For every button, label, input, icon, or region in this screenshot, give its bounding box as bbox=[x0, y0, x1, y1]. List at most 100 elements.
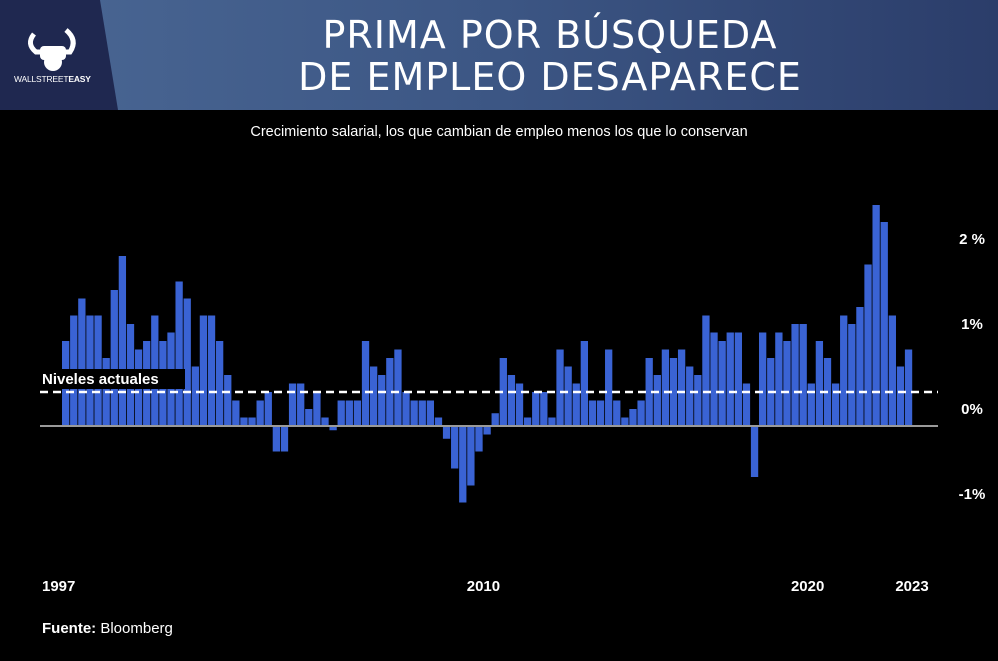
bar bbox=[329, 426, 337, 431]
bar bbox=[78, 298, 86, 426]
bar bbox=[540, 392, 548, 426]
bar bbox=[467, 426, 475, 486]
bar bbox=[264, 392, 272, 426]
bar bbox=[240, 417, 248, 426]
bar bbox=[272, 426, 281, 452]
bar bbox=[345, 400, 353, 426]
bar bbox=[410, 400, 418, 426]
bar bbox=[313, 392, 321, 426]
bar bbox=[199, 315, 208, 426]
bar bbox=[702, 315, 710, 426]
bar bbox=[831, 383, 840, 426]
logo-panel: WALLSTREETEASY bbox=[0, 0, 118, 110]
bar bbox=[775, 332, 783, 426]
source-note: Fuente: Bloomberg bbox=[42, 620, 173, 637]
bar bbox=[224, 375, 232, 426]
x-tick-label: 2023 bbox=[895, 578, 928, 595]
bar bbox=[499, 358, 507, 426]
bar bbox=[686, 366, 694, 426]
bar bbox=[232, 400, 240, 426]
bar bbox=[191, 366, 199, 426]
bar bbox=[523, 417, 532, 426]
chart-subtitle: Crecimiento salarial, los que cambian de… bbox=[250, 124, 748, 140]
logo-text: WALLSTREETEASY bbox=[14, 74, 91, 84]
bar bbox=[742, 383, 751, 426]
bar bbox=[369, 366, 378, 426]
bar bbox=[864, 264, 872, 426]
bar bbox=[353, 400, 362, 426]
bar bbox=[507, 375, 516, 426]
bar bbox=[653, 375, 661, 426]
bar bbox=[110, 290, 118, 426]
bar bbox=[515, 383, 524, 426]
x-tick-label: 1997 bbox=[42, 578, 75, 595]
bar bbox=[402, 392, 410, 426]
bar bbox=[248, 417, 256, 426]
bar bbox=[442, 426, 451, 439]
bar bbox=[888, 315, 896, 426]
bar bbox=[661, 349, 670, 426]
bar bbox=[305, 409, 313, 426]
y-tick-label: -1% bbox=[959, 486, 986, 503]
bar bbox=[256, 400, 264, 426]
bar bbox=[856, 307, 864, 426]
reference-line-label: Niveles actuales bbox=[42, 371, 159, 388]
bar bbox=[677, 349, 686, 426]
page-title: PRIMA POR BÚSQUEDA DE EMPLEO DESAPARECE bbox=[298, 13, 802, 99]
bar bbox=[491, 413, 499, 426]
bar bbox=[321, 417, 329, 426]
bar bbox=[580, 341, 588, 426]
bar bbox=[718, 341, 726, 426]
bar bbox=[799, 324, 807, 426]
bar bbox=[840, 315, 848, 426]
bar bbox=[426, 400, 435, 426]
bar bbox=[483, 426, 491, 435]
bar bbox=[386, 358, 394, 426]
bar bbox=[645, 358, 653, 426]
bar bbox=[807, 383, 815, 426]
bar bbox=[791, 324, 799, 426]
bar bbox=[451, 426, 459, 469]
bar bbox=[694, 375, 702, 426]
bar bbox=[297, 383, 305, 426]
bar bbox=[759, 332, 767, 426]
bar bbox=[118, 256, 127, 426]
bar bbox=[872, 205, 880, 426]
bar bbox=[783, 341, 791, 426]
bar bbox=[613, 400, 621, 426]
bar bbox=[434, 417, 443, 426]
bar bbox=[637, 400, 645, 426]
bar bbox=[183, 298, 191, 426]
bar bbox=[288, 383, 297, 426]
bar bbox=[215, 341, 224, 426]
bar bbox=[175, 281, 183, 426]
bar bbox=[207, 315, 216, 426]
bar bbox=[475, 426, 483, 452]
bar bbox=[532, 392, 540, 426]
bar bbox=[734, 332, 742, 426]
bar bbox=[621, 417, 629, 426]
x-tick-label: 2010 bbox=[467, 578, 500, 595]
bar bbox=[548, 417, 556, 426]
y-tick-label: 2 % bbox=[959, 231, 985, 248]
bar bbox=[459, 426, 467, 503]
bar bbox=[815, 341, 824, 426]
bar bbox=[726, 332, 734, 426]
bar bbox=[337, 400, 345, 426]
bar bbox=[361, 341, 370, 426]
bar bbox=[394, 349, 402, 426]
bar bbox=[588, 400, 597, 426]
bar bbox=[572, 383, 580, 426]
bar bbox=[556, 349, 564, 426]
bar bbox=[904, 349, 913, 426]
bar bbox=[629, 409, 637, 426]
bar bbox=[750, 426, 759, 477]
bar bbox=[564, 366, 572, 426]
bar bbox=[710, 332, 718, 426]
bar bbox=[280, 426, 289, 452]
bar bbox=[880, 222, 888, 426]
reference-label-background bbox=[40, 369, 185, 389]
bar bbox=[605, 349, 613, 426]
bar bbox=[896, 366, 905, 426]
